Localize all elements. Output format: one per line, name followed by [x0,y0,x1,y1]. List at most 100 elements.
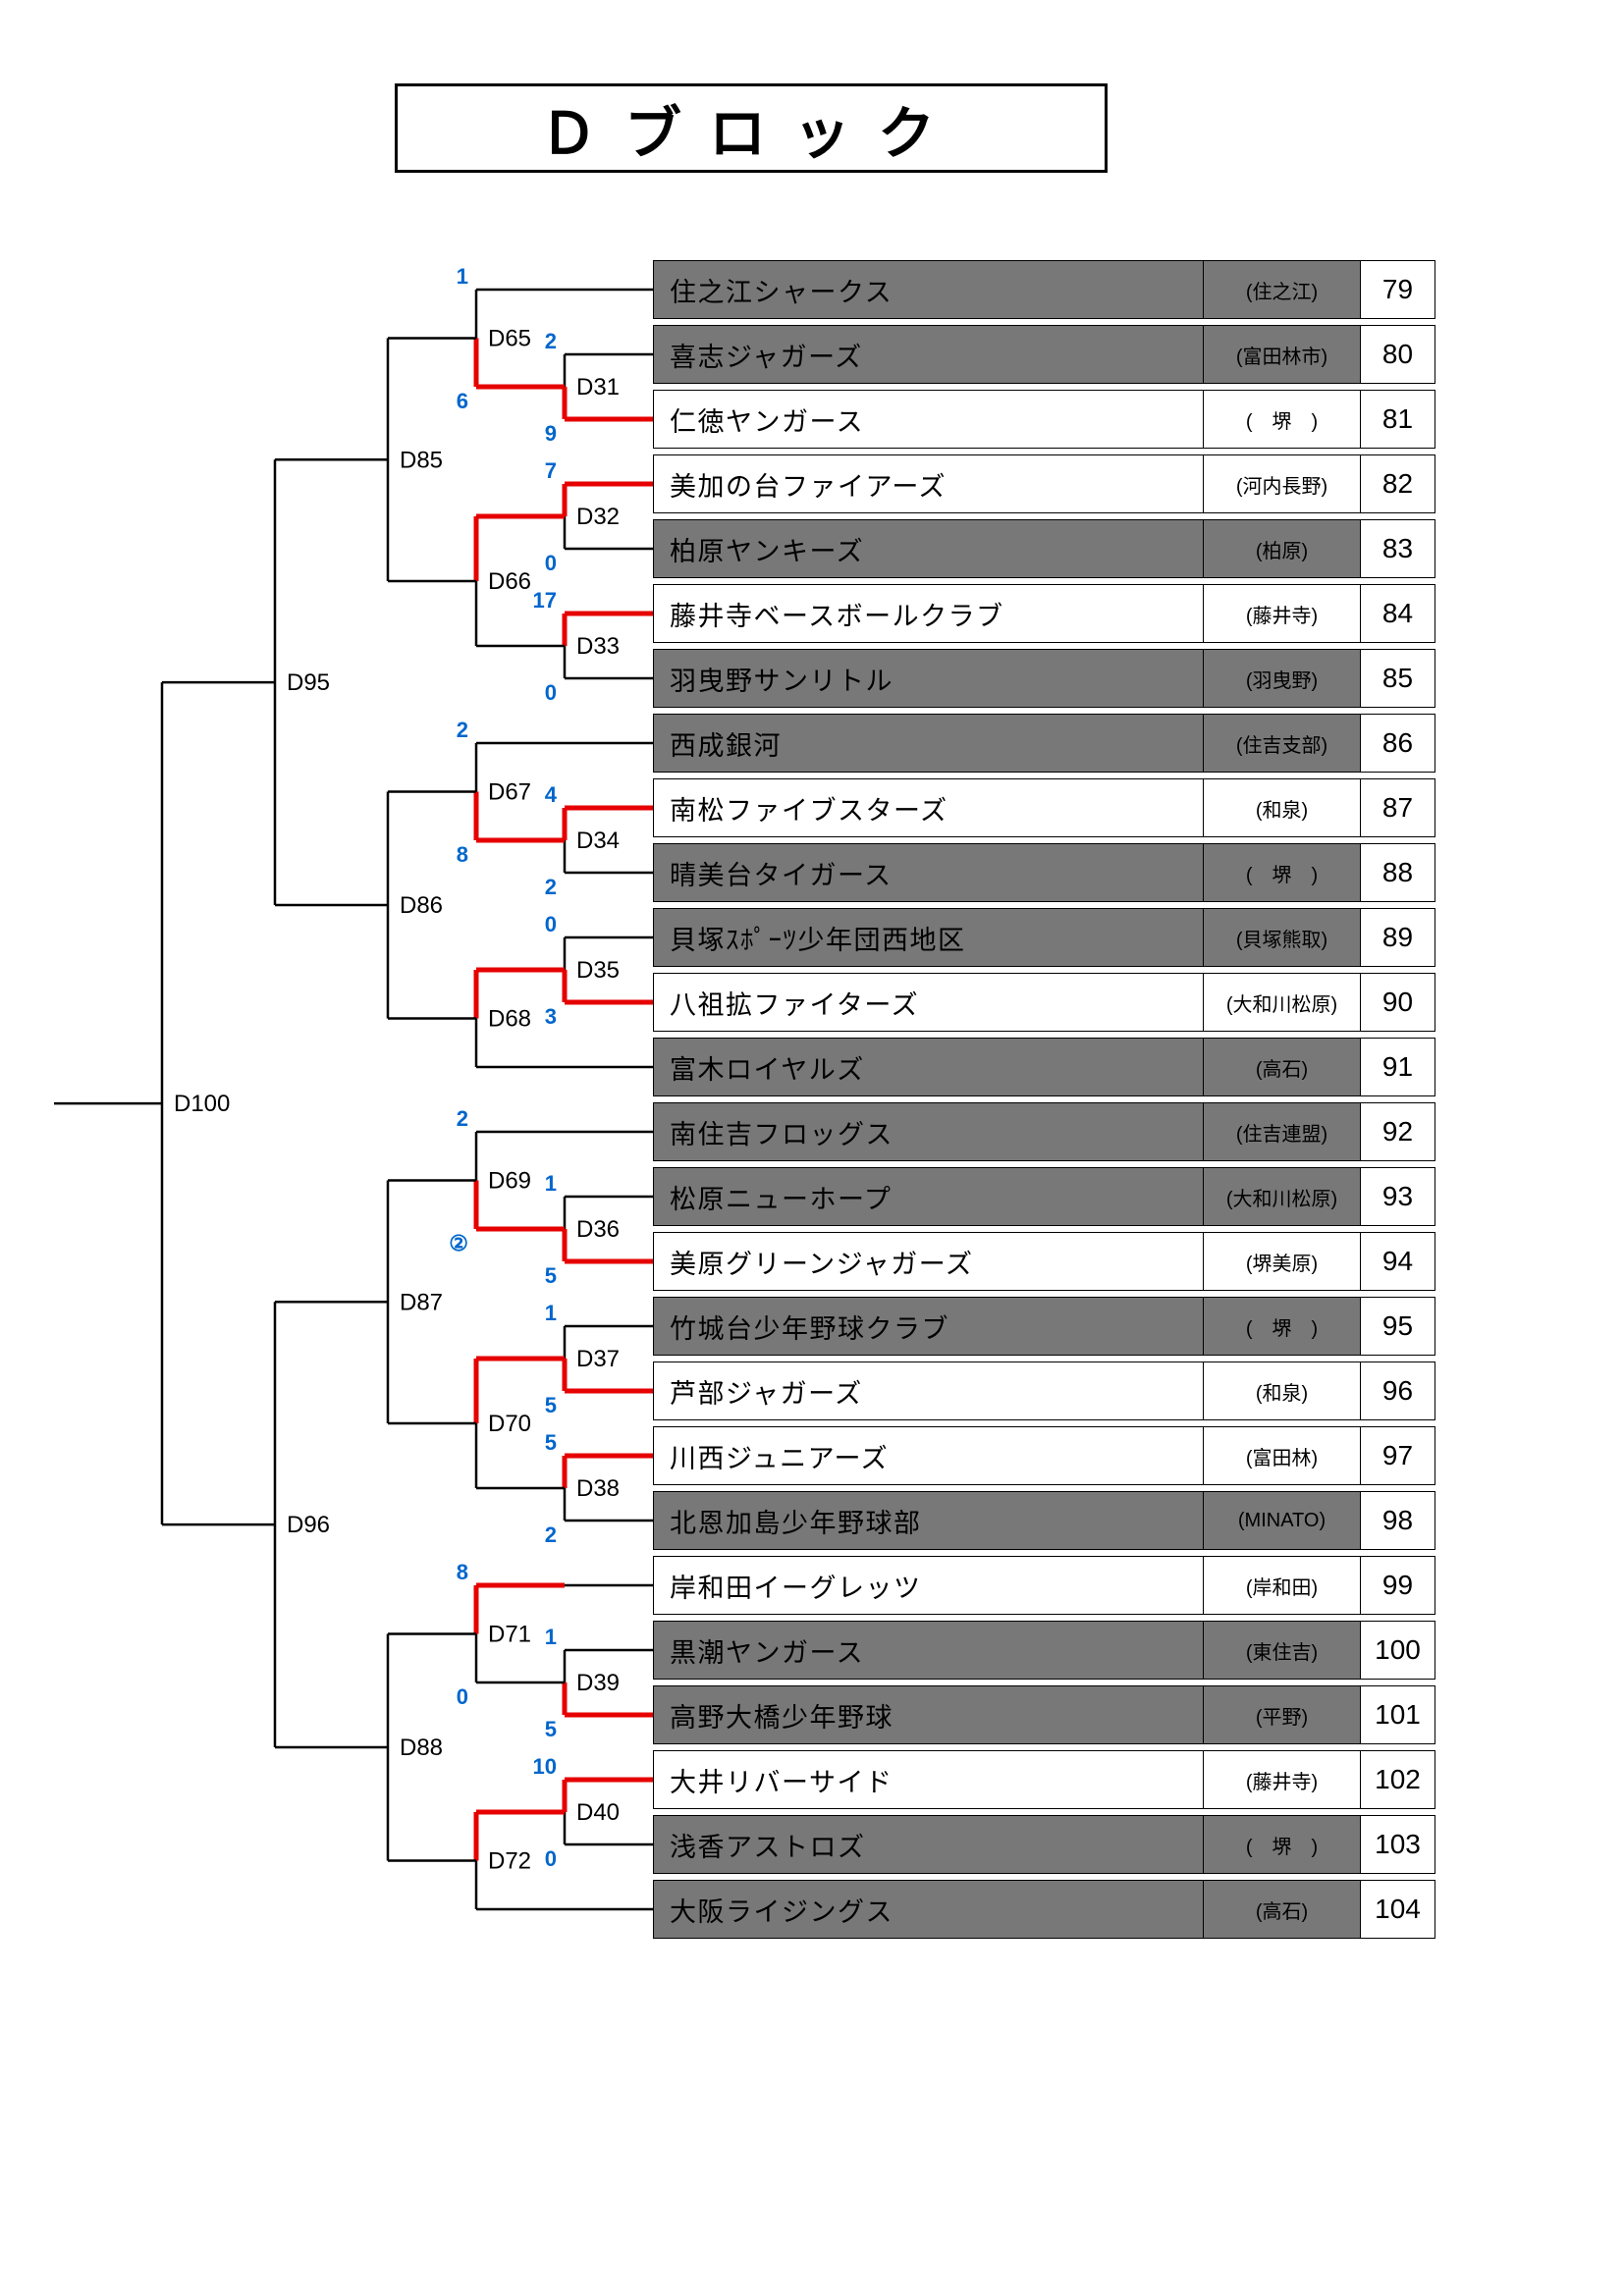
team-row: 岸和田イーグレッツ(岸和田)99 [653,1556,1435,1615]
team-seed: 104 [1361,1881,1435,1938]
team-name: 住之江シャークス [654,261,1204,318]
team-seed: 91 [1361,1039,1435,1095]
team-tag: (大和川松原) [1204,974,1361,1031]
svg-text:D36: D36 [576,1216,620,1243]
team-tag: (住吉支部) [1204,715,1361,772]
svg-text:10: 10 [533,1754,557,1779]
team-row: 北恩加島少年野球部(MINATO)98 [653,1491,1435,1550]
team-seed: 98 [1361,1492,1435,1549]
team-row: 浅香アストロズ( 堺 )103 [653,1815,1435,1874]
svg-text:D85: D85 [400,447,443,473]
team-name: 高野大橋少年野球 [654,1686,1204,1743]
team-name: 喜志ジャガーズ [654,326,1204,383]
svg-text:D31: D31 [576,374,620,400]
team-name: 西成銀河 [654,715,1204,772]
team-seed: 84 [1361,585,1435,642]
team-tag: ( 堺 ) [1204,391,1361,448]
svg-text:1: 1 [457,264,468,289]
team-tag: (高石) [1204,1039,1361,1095]
team-name: 川西ジュニアーズ [654,1427,1204,1484]
team-name: 芦部ジャガーズ [654,1362,1204,1419]
svg-text:2: 2 [457,718,468,742]
team-name: 藤井寺ベースボールクラブ [654,585,1204,642]
team-row: 西成銀河(住吉支部)86 [653,714,1435,773]
svg-text:6: 6 [457,389,468,413]
svg-text:D67: D67 [488,779,531,806]
team-name: 浅香アストロズ [654,1816,1204,1873]
svg-text:D39: D39 [576,1670,620,1696]
svg-text:1: 1 [545,1301,557,1325]
svg-text:2: 2 [545,875,557,899]
bracket-svg: D3129D3270D33170D3442D3503D3615D3715D385… [54,260,653,1949]
svg-text:D70: D70 [488,1411,531,1437]
team-seed: 100 [1361,1622,1435,1679]
team-seed: 82 [1361,455,1435,512]
team-seed: 81 [1361,391,1435,448]
team-row: 南住吉フロッグス(住吉連盟)92 [653,1102,1435,1161]
svg-text:D32: D32 [576,504,620,530]
team-tag: (貝塚熊取) [1204,909,1361,966]
team-tag: (和泉) [1204,1362,1361,1419]
team-tag: (富田林) [1204,1427,1361,1484]
team-seed: 80 [1361,326,1435,383]
team-tag: (藤井寺) [1204,585,1361,642]
svg-text:D72: D72 [488,1848,531,1875]
team-row: 貝塚ｽﾎﾟｰﾂ少年団西地区(貝塚熊取)89 [653,908,1435,967]
team-name: 富木ロイヤルズ [654,1039,1204,1095]
team-seed: 94 [1361,1233,1435,1290]
team-name: 八祖拡ファイターズ [654,974,1204,1031]
team-seed: 89 [1361,909,1435,966]
team-seed: 99 [1361,1557,1435,1614]
team-name: 仁徳ヤンガース [654,391,1204,448]
team-seed: 95 [1361,1298,1435,1355]
svg-text:4: 4 [545,782,558,807]
team-tag: (大和川松原) [1204,1168,1361,1225]
team-seed: 88 [1361,844,1435,901]
team-name: 貝塚ｽﾎﾟｰﾂ少年団西地区 [654,909,1204,966]
team-row: 美原グリーンジャガーズ(堺美原)94 [653,1232,1435,1291]
team-seed: 93 [1361,1168,1435,1225]
team-row: 黒潮ヤンガース(東住吉)100 [653,1621,1435,1680]
team-row: 芦部ジャガーズ(和泉)96 [653,1362,1435,1420]
team-tag: (東住吉) [1204,1622,1361,1679]
svg-text:D96: D96 [287,1512,330,1538]
team-row: 柏原ヤンキーズ(柏原)83 [653,519,1435,578]
team-tag: (藤井寺) [1204,1751,1361,1808]
team-seed: 101 [1361,1686,1435,1743]
team-row: 住之江シャークス(住之江)79 [653,260,1435,319]
svg-text:D69: D69 [488,1168,531,1195]
svg-text:D87: D87 [400,1289,443,1315]
team-tag: (高石) [1204,1881,1361,1938]
team-tag: (柏原) [1204,520,1361,577]
team-row: 仁徳ヤンガース( 堺 )81 [653,390,1435,449]
team-row: 大井リバーサイド(藤井寺)102 [653,1750,1435,1809]
svg-text:5: 5 [545,1393,557,1417]
team-tag: (MINATO) [1204,1492,1361,1549]
svg-text:2: 2 [545,329,557,353]
svg-text:D100: D100 [174,1091,230,1117]
team-name: 大阪ライジングス [654,1881,1204,1938]
team-name: 南住吉フロッグス [654,1103,1204,1160]
team-seed: 90 [1361,974,1435,1031]
team-row: 八祖拡ファイターズ(大和川松原)90 [653,973,1435,1032]
bracket-container: D3129D3270D33170D3442D3503D3615D3715D385… [54,260,653,1949]
svg-text:D34: D34 [576,828,620,854]
svg-text:17: 17 [533,588,557,613]
svg-text:9: 9 [545,421,557,446]
team-row: 美加の台ファイアーズ(河内長野)82 [653,454,1435,513]
svg-text:D37: D37 [576,1346,620,1372]
team-tag: (岸和田) [1204,1557,1361,1614]
team-seed: 102 [1361,1751,1435,1808]
svg-text:D71: D71 [488,1622,531,1648]
team-row: 藤井寺ベースボールクラブ(藤井寺)84 [653,584,1435,643]
team-tag: ( 堺 ) [1204,1298,1361,1355]
team-name: 岸和田イーグレッツ [654,1557,1204,1614]
team-name: 羽曳野サンリトル [654,650,1204,707]
team-seed: 79 [1361,261,1435,318]
svg-text:8: 8 [457,1560,468,1584]
team-seed: 92 [1361,1103,1435,1160]
team-row: 富木ロイヤルズ(高石)91 [653,1038,1435,1096]
team-name: 南松ファイブスターズ [654,779,1204,836]
team-name: 大井リバーサイド [654,1751,1204,1808]
team-name: 北恩加島少年野球部 [654,1492,1204,1549]
